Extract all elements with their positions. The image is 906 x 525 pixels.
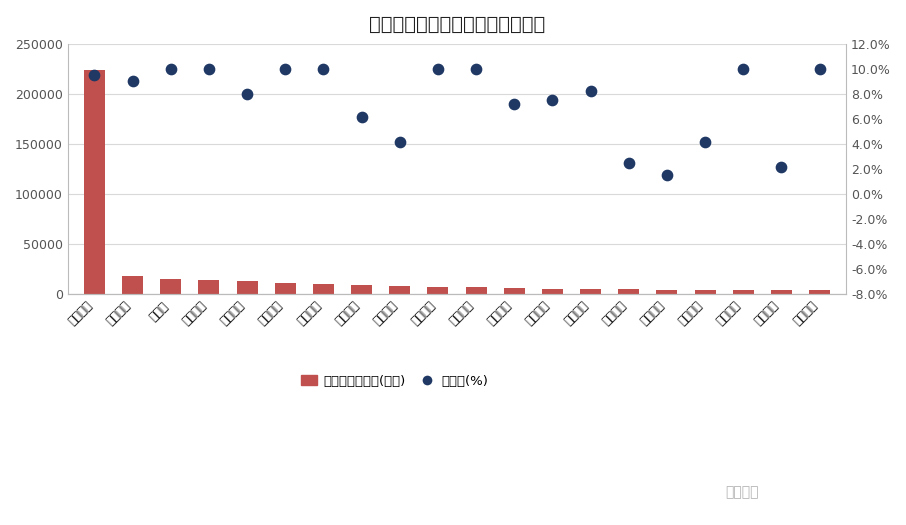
Bar — [428, 287, 448, 295]
Point — [813, 65, 827, 73]
Point — [392, 138, 407, 146]
Point — [622, 159, 636, 167]
Point — [430, 65, 445, 73]
Bar — [657, 289, 678, 295]
Bar — [236, 281, 257, 295]
Bar — [504, 288, 525, 295]
Bar — [313, 284, 334, 295]
Point — [87, 71, 101, 79]
Bar — [122, 276, 143, 295]
Point — [545, 96, 560, 104]
Bar — [809, 290, 830, 295]
Point — [278, 65, 293, 73]
Bar — [160, 279, 181, 295]
Bar — [733, 289, 754, 295]
Title: 主力净流入金额及涨跌幅（万元）: 主力净流入金额及涨跌幅（万元） — [369, 15, 545, 34]
Point — [507, 100, 522, 108]
Bar — [390, 286, 410, 295]
Bar — [466, 287, 487, 295]
Legend: 主力净流入金额(万元), 涨跌幅(%): 主力净流入金额(万元), 涨跌幅(%) — [296, 369, 494, 393]
Bar — [618, 289, 640, 295]
Point — [316, 65, 331, 73]
Bar — [198, 280, 219, 295]
Point — [125, 77, 140, 86]
Point — [660, 171, 674, 180]
Point — [240, 90, 255, 98]
Bar — [695, 289, 716, 295]
Bar — [352, 285, 372, 295]
Point — [698, 138, 712, 146]
Point — [736, 65, 750, 73]
Bar — [84, 70, 105, 295]
Point — [583, 87, 598, 96]
Point — [163, 65, 178, 73]
Bar — [275, 283, 295, 295]
Point — [354, 112, 369, 121]
Bar — [771, 290, 792, 295]
Text: 市値风云: 市値风云 — [725, 485, 758, 499]
Point — [774, 162, 788, 171]
Bar — [542, 289, 563, 295]
Bar — [580, 289, 601, 295]
Point — [468, 65, 483, 73]
Point — [202, 65, 217, 73]
